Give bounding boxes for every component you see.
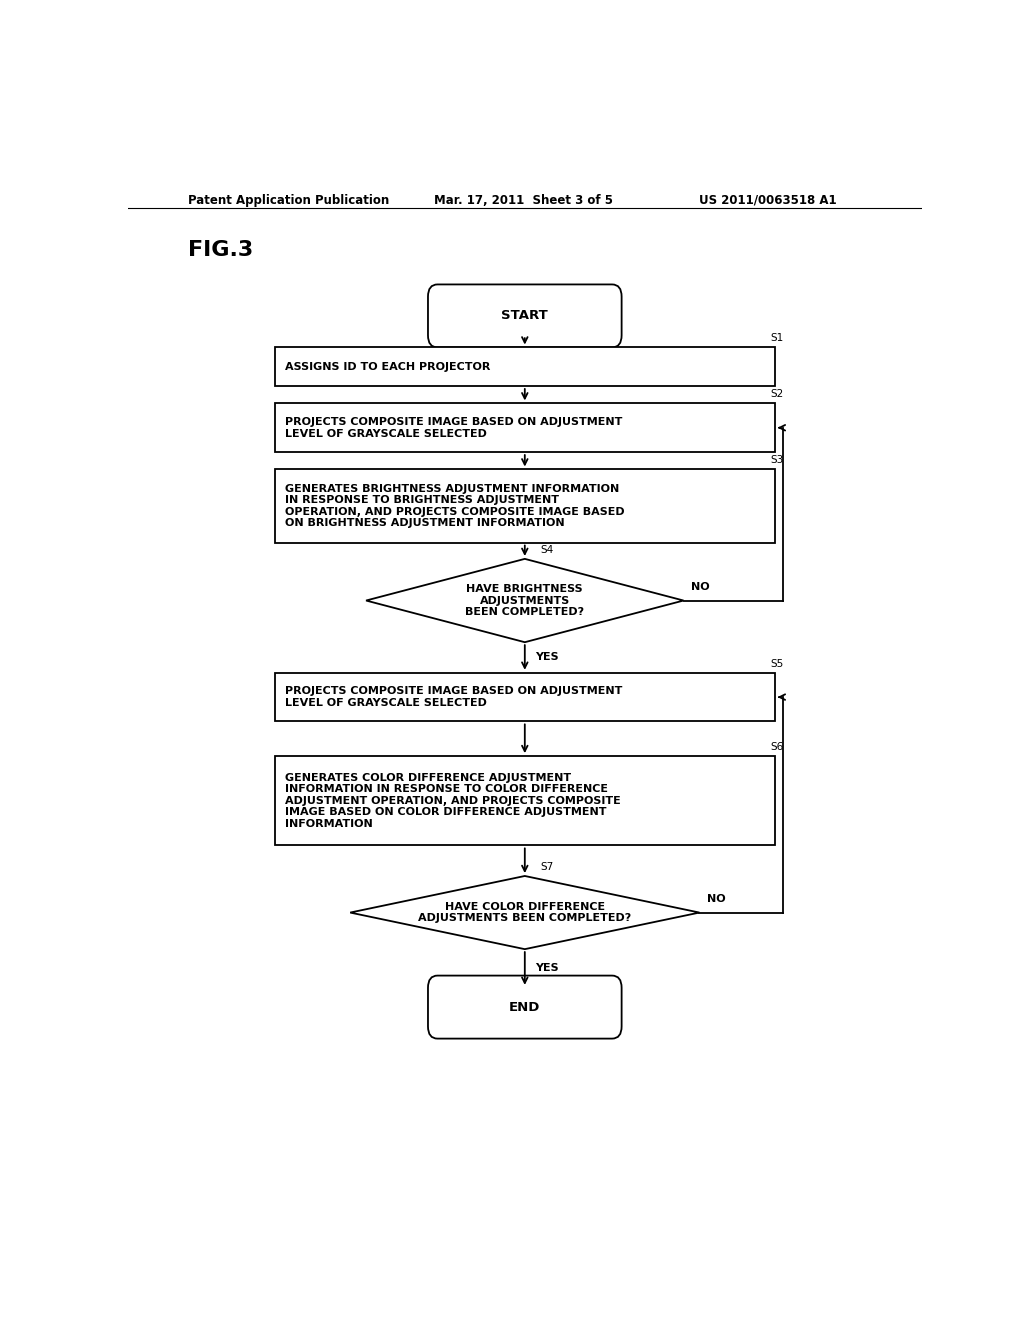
FancyBboxPatch shape: [428, 975, 622, 1039]
Text: Mar. 17, 2011  Sheet 3 of 5: Mar. 17, 2011 Sheet 3 of 5: [433, 194, 612, 206]
FancyBboxPatch shape: [428, 284, 622, 347]
Text: HAVE COLOR DIFFERENCE
ADJUSTMENTS BEEN COMPLETED?: HAVE COLOR DIFFERENCE ADJUSTMENTS BEEN C…: [418, 902, 632, 924]
Text: YES: YES: [536, 964, 559, 973]
Text: S4: S4: [541, 545, 554, 554]
Bar: [274, 756, 775, 846]
Text: PROJECTS COMPOSITE IMAGE BASED ON ADJUSTMENT
LEVEL OF GRAYSCALE SELECTED: PROJECTS COMPOSITE IMAGE BASED ON ADJUST…: [285, 686, 623, 708]
Bar: [274, 404, 775, 453]
Polygon shape: [367, 558, 684, 643]
Text: HAVE BRIGHTNESS
ADJUSTMENTS
BEEN COMPLETED?: HAVE BRIGHTNESS ADJUSTMENTS BEEN COMPLET…: [465, 583, 585, 618]
Text: S6: S6: [771, 742, 784, 752]
Text: S3: S3: [771, 455, 784, 466]
Polygon shape: [350, 876, 699, 949]
Text: US 2011/0063518 A1: US 2011/0063518 A1: [699, 194, 837, 206]
Text: S1: S1: [771, 334, 784, 343]
Text: FIG.3: FIG.3: [187, 240, 253, 260]
Bar: [274, 673, 775, 722]
Bar: [274, 347, 775, 385]
Text: START: START: [502, 309, 548, 322]
Text: S5: S5: [771, 659, 784, 669]
Text: YES: YES: [536, 652, 559, 663]
Bar: [274, 470, 775, 543]
Text: GENERATES COLOR DIFFERENCE ADJUSTMENT
INFORMATION IN RESPONSE TO COLOR DIFFERENC: GENERATES COLOR DIFFERENCE ADJUSTMENT IN…: [285, 772, 621, 829]
Text: END: END: [509, 1001, 541, 1014]
Text: PROJECTS COMPOSITE IMAGE BASED ON ADJUSTMENT
LEVEL OF GRAYSCALE SELECTED: PROJECTS COMPOSITE IMAGE BASED ON ADJUST…: [285, 417, 623, 438]
Text: S2: S2: [771, 389, 784, 399]
Text: ASSIGNS ID TO EACH PROJECTOR: ASSIGNS ID TO EACH PROJECTOR: [285, 362, 490, 372]
Text: NO: NO: [708, 895, 726, 904]
Text: Patent Application Publication: Patent Application Publication: [187, 194, 389, 206]
Text: NO: NO: [691, 582, 710, 593]
Text: S7: S7: [541, 862, 554, 873]
Text: GENERATES BRIGHTNESS ADJUSTMENT INFORMATION
IN RESPONSE TO BRIGHTNESS ADJUSTMENT: GENERATES BRIGHTNESS ADJUSTMENT INFORMAT…: [285, 483, 625, 528]
